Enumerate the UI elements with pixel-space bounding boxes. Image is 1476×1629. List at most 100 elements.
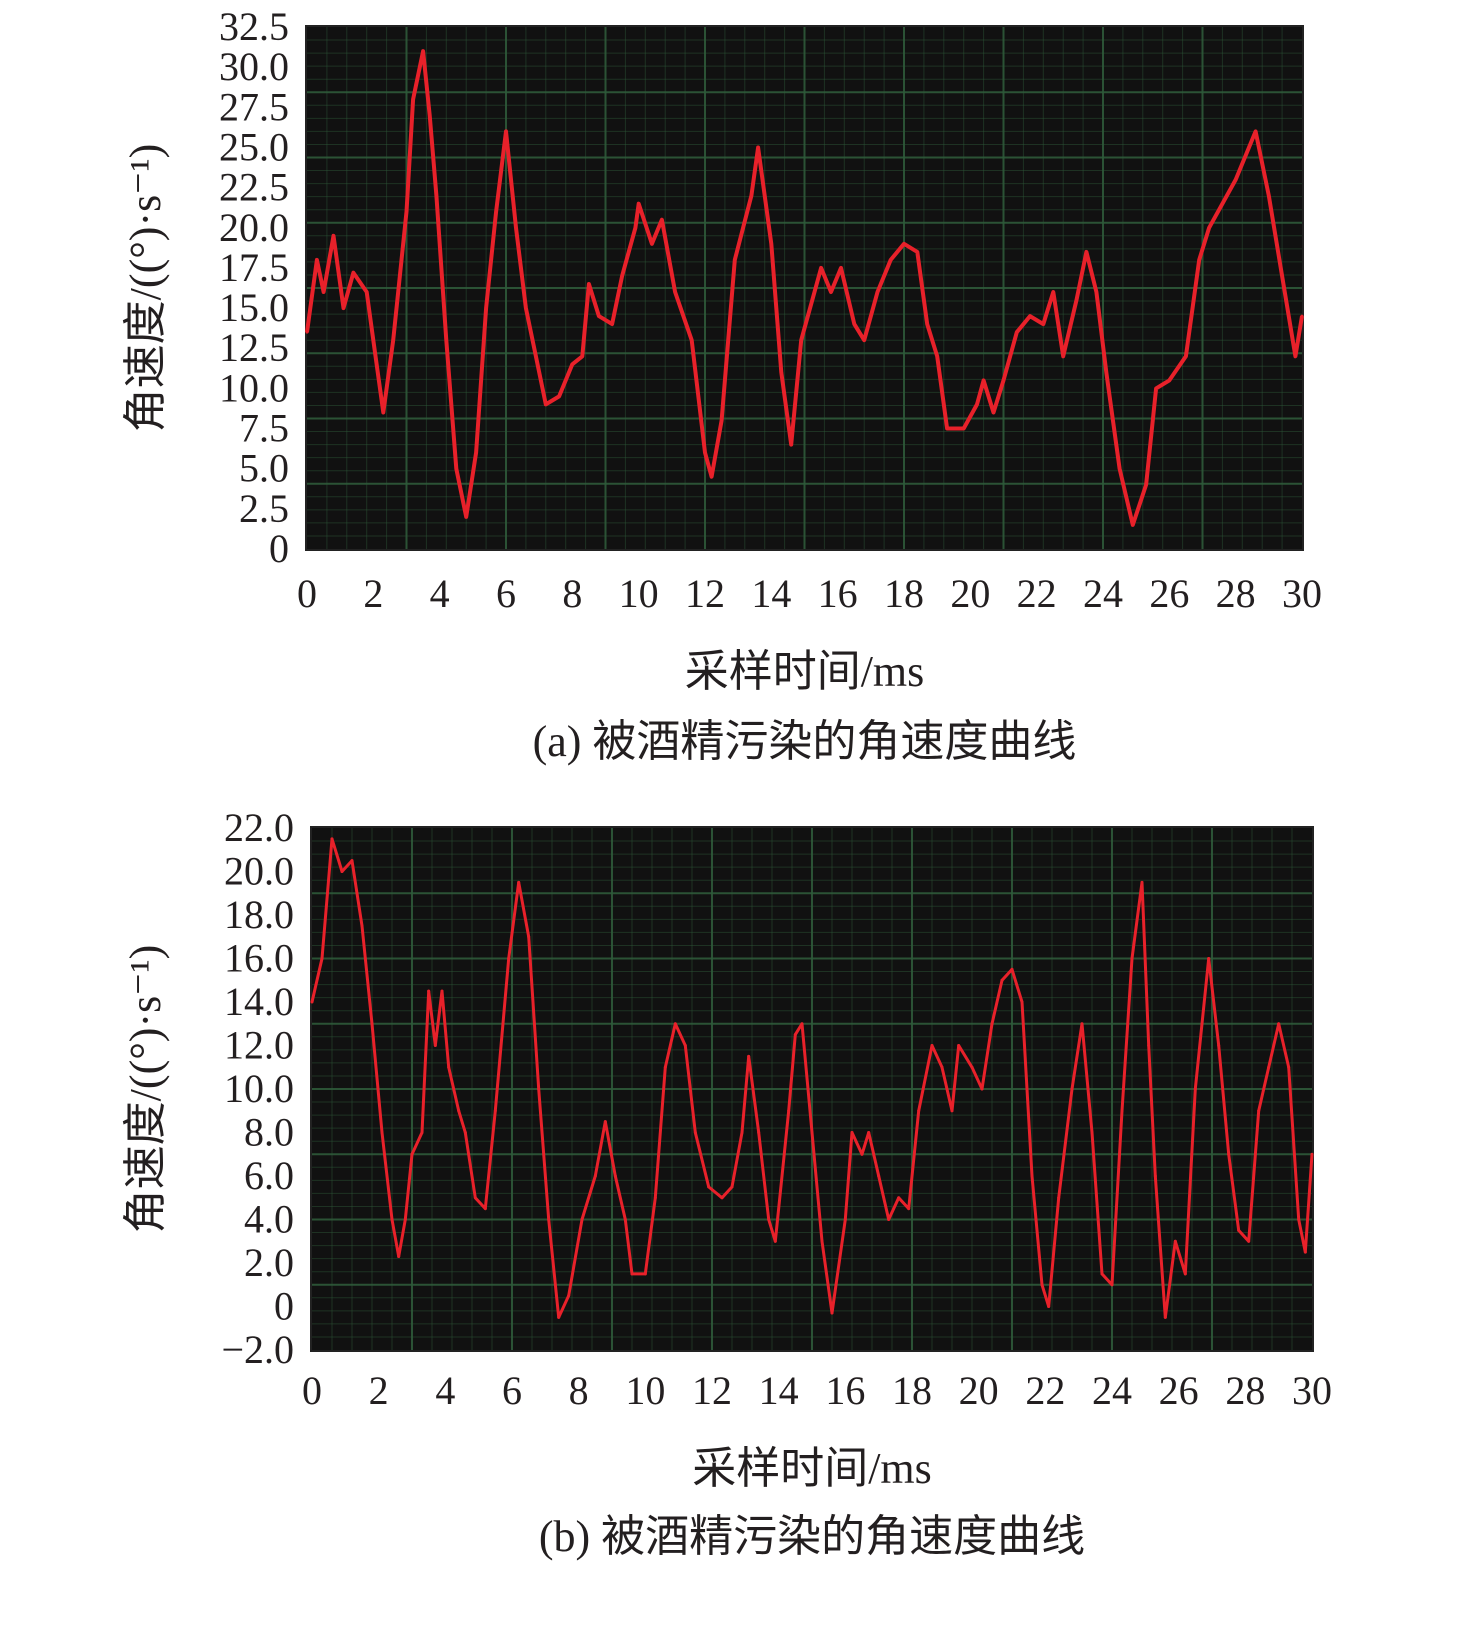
- data-point: [1267, 194, 1271, 198]
- y-tick-label: 15.0: [219, 285, 289, 330]
- data-point: [902, 242, 906, 246]
- data-point: [493, 1109, 497, 1113]
- x-tick-label: 16: [825, 1368, 865, 1413]
- x-tick-label: 10: [625, 1368, 665, 1413]
- y-tick-label: 6.0: [244, 1153, 294, 1198]
- data-point: [524, 306, 528, 310]
- data-point: [1074, 298, 1078, 302]
- data-point: [1154, 386, 1158, 390]
- data-point: [1144, 483, 1148, 487]
- x-tick-label: 4: [435, 1368, 455, 1413]
- x-tick-label: 22: [1025, 1368, 1065, 1413]
- x-tick-label: 20: [959, 1368, 999, 1413]
- data-point: [1267, 1065, 1271, 1069]
- y-tick-label: 16.0: [224, 936, 294, 981]
- data-point: [703, 451, 707, 455]
- data-point: [1207, 226, 1211, 230]
- data-point: [1237, 1228, 1241, 1232]
- data-point: [915, 250, 919, 254]
- data-point: [789, 443, 793, 447]
- x-tick-label: 12: [685, 571, 725, 616]
- data-point: [320, 957, 324, 960]
- data-point: [1217, 1044, 1221, 1047]
- data-point: [380, 1131, 384, 1134]
- data-point: [457, 1109, 461, 1113]
- x-tick-label: 14: [759, 1368, 799, 1413]
- data-point: [537, 1087, 541, 1091]
- data-point: [1130, 957, 1134, 960]
- data-point: [643, 1272, 647, 1276]
- y-tick-label: 17.5: [219, 245, 289, 290]
- data-point: [484, 306, 488, 310]
- x-tick-label: 24: [1083, 571, 1123, 616]
- data-point: [1303, 1250, 1307, 1254]
- data-point: [907, 1207, 911, 1211]
- data-point: [1047, 1305, 1051, 1308]
- data-point: [597, 314, 601, 318]
- y-tick-label: 10.0: [219, 365, 289, 410]
- data-point: [410, 1152, 414, 1156]
- data-point: [547, 1218, 551, 1221]
- data-point: [660, 218, 664, 222]
- data-point: [1140, 880, 1144, 884]
- data-point: [663, 1065, 667, 1069]
- data-point: [371, 338, 375, 342]
- y-tick-label: 12.0: [224, 1023, 294, 1068]
- data-point: [1100, 1272, 1104, 1276]
- data-point: [877, 1174, 881, 1178]
- data-point: [434, 194, 438, 198]
- data-point: [1147, 1044, 1151, 1047]
- data-point: [756, 145, 760, 149]
- data-point: [428, 113, 432, 117]
- data-point: [945, 427, 949, 431]
- x-tick-label: 6: [502, 1368, 522, 1413]
- data-point: [769, 242, 773, 246]
- y-tick-label: 12.5: [219, 325, 289, 370]
- y-tick-label: 2.5: [239, 486, 289, 531]
- data-point: [820, 1239, 824, 1243]
- data-point: [830, 1311, 834, 1315]
- y-tick-label: 0: [269, 526, 289, 571]
- data-point: [1104, 370, 1108, 374]
- data-point: [587, 282, 591, 286]
- data-point: [673, 1022, 677, 1026]
- data-point: [982, 378, 986, 382]
- data-point: [897, 1196, 901, 1200]
- data-point: [773, 1239, 777, 1243]
- y-tick-label: 20.0: [224, 849, 294, 894]
- data-point: [779, 370, 783, 374]
- data-point: [925, 322, 929, 326]
- y-tick-label: 2.0: [244, 1240, 294, 1285]
- data-point: [800, 1022, 804, 1026]
- data-point: [305, 330, 309, 334]
- data-point: [557, 394, 561, 398]
- data-point: [992, 410, 996, 414]
- data-point: [447, 1065, 451, 1069]
- y-tick-label: 8.0: [244, 1110, 294, 1155]
- data-point: [567, 1294, 571, 1298]
- data-point: [544, 402, 548, 406]
- data-point: [962, 427, 966, 431]
- data-point: [1020, 1000, 1024, 1004]
- y-tick-label: 10.0: [224, 1066, 294, 1111]
- x-tick-label: 22: [1017, 571, 1057, 616]
- y-tick-label: 4.0: [244, 1197, 294, 1242]
- data-point: [1057, 1196, 1061, 1200]
- data-point: [650, 242, 654, 246]
- data-point: [1040, 1283, 1044, 1287]
- data-point: [370, 1022, 374, 1026]
- data-point: [1184, 354, 1188, 358]
- data-point: [740, 1131, 744, 1134]
- data-point: [1193, 1087, 1197, 1091]
- data-point: [633, 226, 637, 230]
- data-point: [341, 306, 345, 310]
- data-point: [1247, 1239, 1251, 1243]
- data-point: [1015, 330, 1019, 334]
- data-point: [340, 870, 344, 873]
- data-point: [630, 1272, 634, 1276]
- data-point: [504, 129, 508, 133]
- data-point: [580, 354, 584, 358]
- data-point: [474, 451, 478, 455]
- chart-caption: (b) 被酒精污染的角速度曲线: [539, 1512, 1085, 1561]
